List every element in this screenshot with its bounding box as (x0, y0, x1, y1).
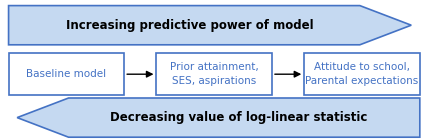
Text: Decreasing value of log-linear statistic: Decreasing value of log-linear statistic (110, 111, 367, 124)
Text: Baseline model: Baseline model (26, 69, 107, 79)
Text: Prior attainment,
SES, aspirations: Prior attainment, SES, aspirations (170, 62, 259, 86)
FancyBboxPatch shape (156, 53, 272, 95)
Polygon shape (17, 98, 420, 137)
Text: Attitude to school,
Parental expectations: Attitude to school, Parental expectation… (305, 62, 419, 86)
FancyBboxPatch shape (304, 53, 420, 95)
Text: Increasing predictive power of model: Increasing predictive power of model (66, 19, 313, 32)
FancyBboxPatch shape (9, 53, 124, 95)
Polygon shape (9, 6, 411, 45)
